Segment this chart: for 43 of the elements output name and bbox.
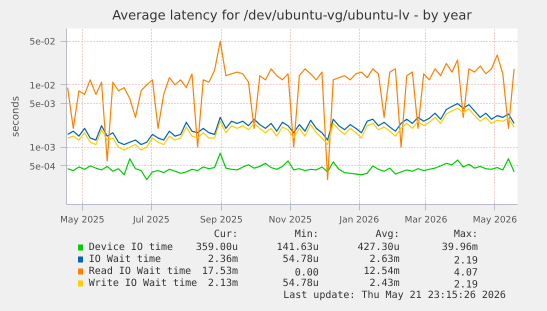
x-tick-label: May 2025 (60, 216, 105, 226)
text: 2.36m (208, 254, 238, 265)
text: 2.13m (208, 278, 238, 289)
y-axis-title: seconds (10, 96, 22, 137)
text: 17.53m (202, 266, 238, 277)
x-tick-label: Sep 2025 (200, 216, 243, 226)
text: Last update: Thu May 21 23:15:26 2026 (283, 290, 506, 301)
y-tick-label: 5e-03 (30, 100, 56, 110)
text: 2.19 (454, 256, 478, 266)
text: 0.00 (294, 268, 319, 278)
y-tick-label: 1e-03 (30, 144, 56, 154)
text: 2.19 (454, 280, 478, 290)
text: Min: (294, 229, 319, 240)
line-series (67, 108, 515, 151)
x-tick-label: Jul 2025 (132, 216, 170, 226)
text: 12.54m (363, 266, 400, 277)
text: 2.43m (369, 278, 400, 289)
x-tick-label: Mar 2026 (404, 216, 448, 226)
text: Cur: (214, 229, 238, 240)
text: 427.30u (357, 242, 400, 253)
line-series (67, 102, 515, 146)
y-tick-label: 1e-02 (30, 81, 56, 92)
legend-label: Device IO time (88, 242, 174, 253)
y-tick-label: 5e-02 (30, 38, 56, 48)
text: Max: (454, 229, 478, 240)
text: 2.63m (369, 254, 400, 265)
text: 141.63u (276, 242, 319, 253)
x-tick-label: Nov 2025 (268, 216, 312, 226)
x-tick-label: May 2026 (472, 216, 518, 226)
x-tick-label: Jan 2026 (338, 216, 380, 226)
text: 359.00u (196, 242, 238, 253)
text: Avg: (376, 229, 400, 240)
line-series (67, 152, 515, 180)
text: 4.07 (454, 268, 478, 278)
legend-label: Read IO Wait time (88, 266, 192, 277)
text: 54.78u (282, 278, 319, 289)
line-series (67, 40, 515, 180)
text: 39.96m (442, 242, 478, 253)
legend-label: IO Wait time (88, 254, 162, 265)
text: 54.78u (282, 254, 319, 265)
legend-label: Write IO Wait time (88, 278, 198, 289)
y-tick-label: 5e-04 (30, 162, 56, 172)
chart-title: Average latency for /dev/ubuntu-vg/ubuntu-lv - by year (112, 8, 472, 24)
